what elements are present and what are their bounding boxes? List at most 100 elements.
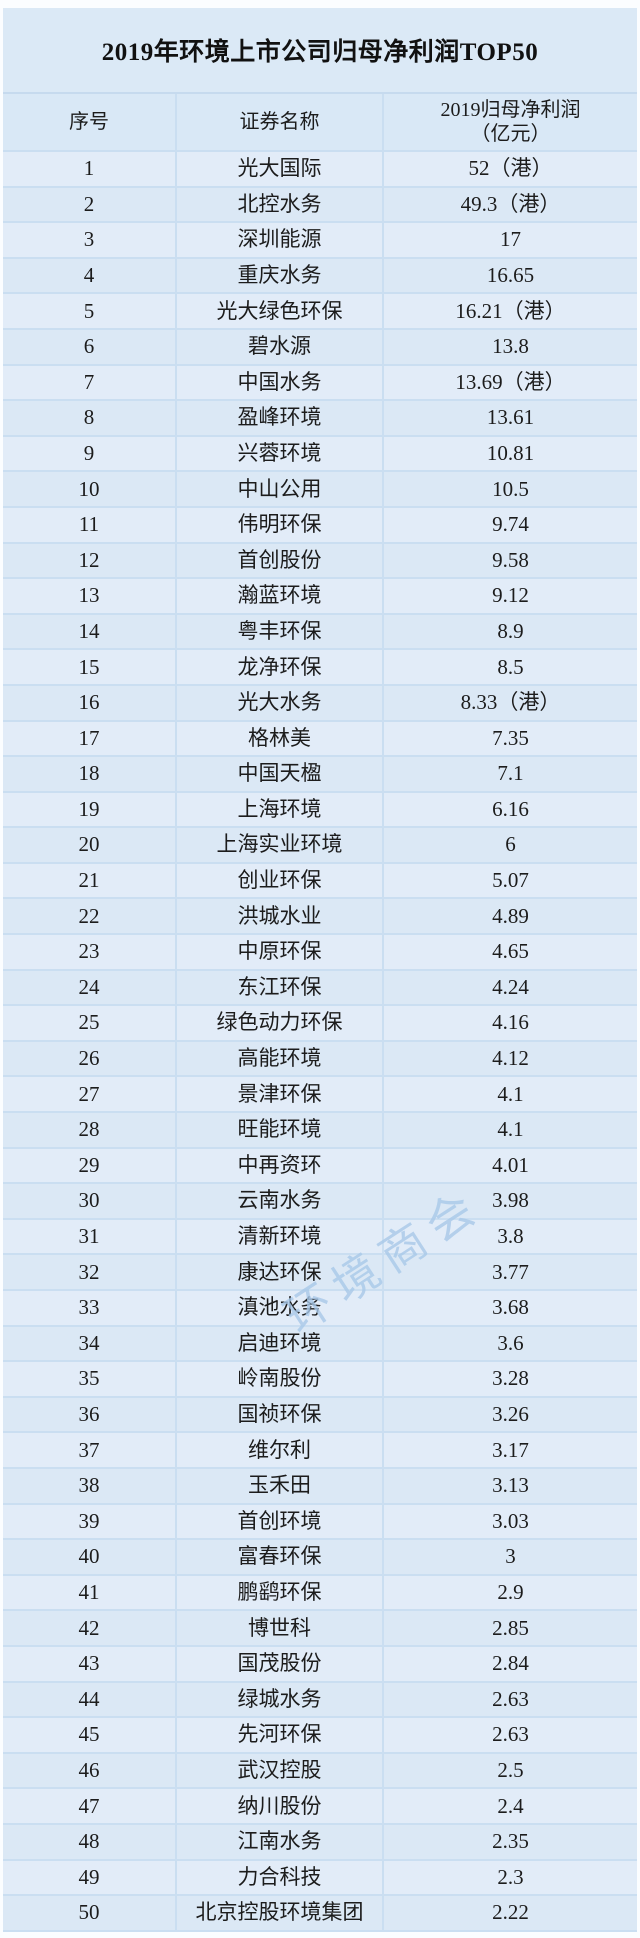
table-row: 39 首创环境 3.03 bbox=[3, 1504, 637, 1541]
rank-cell: 49 bbox=[78, 1864, 100, 1889]
company-name-cell: 旺能环境 bbox=[175, 1113, 384, 1147]
profit-value-cell: 4.1 bbox=[497, 1081, 524, 1106]
rank-cell: 11 bbox=[78, 512, 100, 537]
table-row: 13 瀚蓝环境 9.12 bbox=[3, 579, 637, 615]
rank-cell: 28 bbox=[78, 1117, 100, 1142]
table-row: 22 洪城水业 4.89 bbox=[3, 899, 637, 936]
rank-cell: 1 bbox=[83, 156, 95, 181]
profit-value-cell: 16.65 bbox=[486, 262, 535, 287]
company-name-cell: 碧水源 bbox=[175, 329, 384, 364]
profit-value-cell: 49.3（港） bbox=[460, 191, 561, 216]
rank-cell: 3 bbox=[83, 227, 95, 252]
profit-value-cell: 2.9 bbox=[497, 1579, 524, 1604]
table-row: 41 鹏鹞环保 2.9 bbox=[3, 1575, 637, 1612]
rank-cell: 42 bbox=[78, 1615, 100, 1640]
company-name-cell: 博世科 bbox=[175, 1611, 384, 1645]
company-name-cell: 纳川股份 bbox=[175, 1789, 384, 1823]
table-row: 46 武汉控股 2.5 bbox=[3, 1753, 637, 1790]
table-row: 17 格林美 7.35 bbox=[3, 721, 637, 758]
profit-value-cell: 17 bbox=[500, 227, 521, 252]
company-name-cell: 龙净环保 bbox=[175, 650, 384, 684]
rank-cell: 19 bbox=[78, 796, 100, 821]
rank-cell: 17 bbox=[78, 725, 100, 750]
header-profit-label-line2: （亿元） bbox=[470, 123, 551, 145]
rank-cell: 45 bbox=[78, 1722, 100, 1747]
table-row: 37 维尔利 3.17 bbox=[3, 1433, 637, 1469]
profit-value-cell: 3.13 bbox=[492, 1473, 529, 1498]
table-row: 35 岭南股份 3.28 bbox=[3, 1362, 637, 1398]
table-row: 4 重庆水务 16.65 bbox=[3, 258, 637, 295]
rank-cell: 4 bbox=[83, 262, 95, 287]
rank-cell: 6 bbox=[83, 334, 95, 359]
company-name-cell: 中国天楹 bbox=[175, 757, 384, 791]
profit-value-cell: 4.01 bbox=[492, 1152, 529, 1177]
table-row: 5 光大绿色环保 16.21（港） bbox=[3, 294, 637, 330]
company-name-cell: 兴蓉环境 bbox=[175, 436, 384, 471]
profit-value-cell: 13.8 bbox=[492, 334, 529, 359]
profit-value-cell: 7.35 bbox=[492, 725, 529, 750]
profit-value-cell: 2.3 bbox=[497, 1864, 524, 1889]
table-row: 21 创业环保 5.07 bbox=[3, 863, 637, 900]
rank-cell: 24 bbox=[78, 974, 100, 999]
table-row: 26 高能环境 4.12 bbox=[3, 1041, 637, 1078]
table-row: 28 旺能环境 4.1 bbox=[3, 1113, 637, 1149]
profit-value-cell: 16.21（港） bbox=[455, 298, 566, 323]
header-company-name-label: 证券名称 bbox=[239, 111, 320, 133]
table-row: 30 云南水务 3.98 bbox=[3, 1184, 637, 1220]
profit-value-cell: 8.9 bbox=[497, 618, 524, 643]
company-name-cell: 瀚蓝环境 bbox=[175, 579, 384, 613]
table-row: 3 深圳能源 17 bbox=[3, 223, 637, 259]
profit-value-cell: 4.89 bbox=[492, 903, 529, 928]
table-row: 16 光大水务 8.33（港） bbox=[3, 685, 637, 722]
company-name-cell: 富春环保 bbox=[175, 1540, 384, 1574]
header-profit: 2019归母净利润 （亿元） bbox=[384, 94, 637, 150]
table-row: 43 国茂股份 2.84 bbox=[3, 1646, 637, 1683]
header-rank-label: 序号 bbox=[69, 111, 109, 133]
company-name-cell: 玉禾田 bbox=[175, 1468, 384, 1503]
profit-value-cell: 3.98 bbox=[492, 1188, 529, 1213]
rank-cell: 26 bbox=[78, 1046, 100, 1071]
profit-value-cell: 4.24 bbox=[492, 974, 529, 999]
table-row: 40 富春环保 3 bbox=[3, 1540, 637, 1576]
company-name-cell: 盈峰环境 bbox=[175, 401, 384, 435]
profit-value-cell: 2.22 bbox=[492, 1900, 529, 1925]
profit-value-cell: 52（港） bbox=[468, 156, 553, 181]
profit-value-cell: 6.16 bbox=[492, 796, 529, 821]
rank-cell: 27 bbox=[78, 1081, 100, 1106]
company-name-cell: 启迪环境 bbox=[175, 1326, 384, 1361]
profit-value-cell: 10.81 bbox=[486, 440, 535, 465]
rank-cell: 47 bbox=[78, 1793, 100, 1818]
company-name-cell: 格林美 bbox=[175, 721, 384, 756]
company-name-cell: 光大绿色环保 bbox=[175, 294, 384, 328]
table-row: 6 碧水源 13.8 bbox=[3, 329, 637, 366]
company-name-cell: 云南水务 bbox=[175, 1184, 384, 1218]
profit-value-cell: 3.17 bbox=[492, 1437, 529, 1462]
rank-cell: 36 bbox=[78, 1401, 100, 1426]
table-row: 15 龙净环保 8.5 bbox=[3, 650, 637, 686]
rank-cell: 39 bbox=[78, 1508, 100, 1533]
profit-value-cell: 3.28 bbox=[492, 1366, 529, 1391]
table-row: 11 伟明环保 9.74 bbox=[3, 507, 637, 544]
table-row: 38 玉禾田 3.13 bbox=[3, 1468, 637, 1505]
profit-value-cell: 2.85 bbox=[492, 1615, 529, 1640]
rank-cell: 8 bbox=[83, 405, 95, 430]
profit-value-cell: 3 bbox=[505, 1544, 516, 1569]
profit-value-cell: 3.68 bbox=[492, 1295, 529, 1320]
company-name-cell: 清新环境 bbox=[175, 1219, 384, 1254]
table-row: 24 东江环保 4.24 bbox=[3, 970, 637, 1007]
rank-cell: 25 bbox=[78, 1010, 100, 1035]
company-name-cell: 深圳能源 bbox=[175, 223, 384, 257]
rank-cell: 34 bbox=[78, 1330, 100, 1355]
company-name-cell: 力合科技 bbox=[175, 1860, 384, 1895]
profit-value-cell: 3.26 bbox=[492, 1401, 529, 1426]
table-row: 7 中国水务 13.69（港） bbox=[3, 365, 637, 402]
company-name-cell: 首创股份 bbox=[175, 543, 384, 578]
rank-cell: 22 bbox=[78, 903, 100, 928]
company-name-cell: 洪城水业 bbox=[175, 899, 384, 934]
table-row: 45 先河环保 2.63 bbox=[3, 1718, 637, 1754]
company-name-cell: 中山公用 bbox=[175, 472, 384, 506]
table-row: 10 中山公用 10.5 bbox=[3, 472, 637, 508]
rank-cell: 2 bbox=[83, 191, 95, 216]
table-row: 2 北控水务 49.3（港） bbox=[3, 187, 637, 224]
